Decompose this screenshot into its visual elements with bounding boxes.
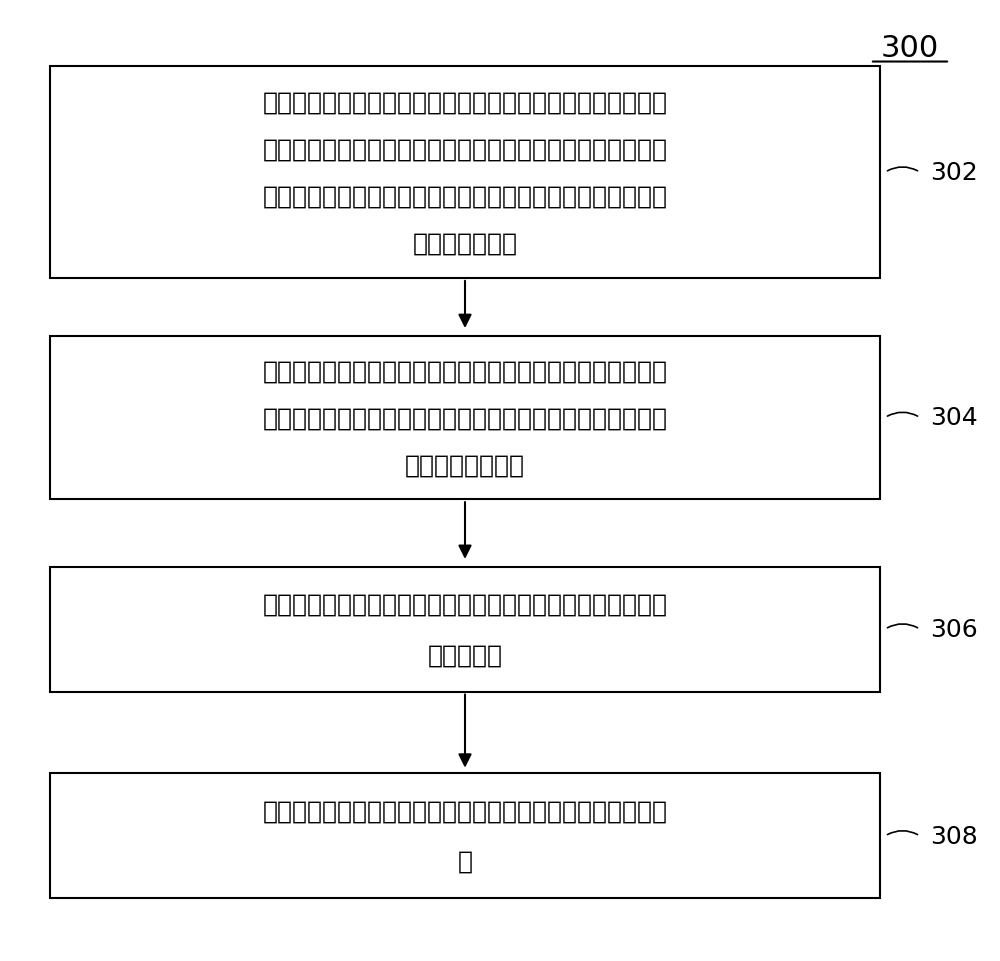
Text: 306: 306 xyxy=(930,618,978,641)
FancyBboxPatch shape xyxy=(50,67,880,279)
Text: 有网络能力要求: 有网络能力要求 xyxy=(413,232,518,256)
Text: 304: 304 xyxy=(930,407,978,430)
Text: 若确定结果为是，则将中心云确定为任意第二类组件的部署位: 若确定结果为是，则将中心云确定为任意第二类组件的部署位 xyxy=(262,800,668,823)
Text: 件对应的确定结果: 件对应的确定结果 xyxy=(405,453,525,477)
Text: 对于若干第二类组件中的任意第二类组件，确定网络状况信息: 对于若干第二类组件中的任意第二类组件，确定网络状况信息 xyxy=(262,359,668,383)
Text: 若确定结果为否，则将当前本地云节点确定为任意第二类组件: 若确定结果为否，则将当前本地云节点确定为任意第二类组件 xyxy=(262,593,668,616)
Text: 的部署位置: 的部署位置 xyxy=(428,643,503,666)
Text: 云服务关联待部署的若干第二类组件，若干第二类组件各自具: 云服务关联待部署的若干第二类组件，若干第二类组件各自具 xyxy=(262,185,668,209)
Text: 300: 300 xyxy=(881,34,939,62)
Text: 获取中心云至当前本地云节点的网络状况信息，其中，当前本: 获取中心云至当前本地云节点的网络状况信息，其中，当前本 xyxy=(262,90,668,114)
Text: 置: 置 xyxy=(458,850,473,873)
FancyBboxPatch shape xyxy=(50,774,880,899)
FancyBboxPatch shape xyxy=(50,567,880,692)
Text: 是否满足任意第二类组件的网络能力要求，得到任意第二类组: 是否满足任意第二类组件的网络能力要求，得到任意第二类组 xyxy=(262,407,668,430)
Text: 302: 302 xyxy=(930,161,978,185)
Text: 地云节点为多个本地云节点之一，当前本地云节点所需提供的: 地云节点为多个本地云节点之一，当前本地云节点所需提供的 xyxy=(262,137,668,161)
FancyBboxPatch shape xyxy=(50,336,880,500)
Text: 308: 308 xyxy=(930,825,978,848)
